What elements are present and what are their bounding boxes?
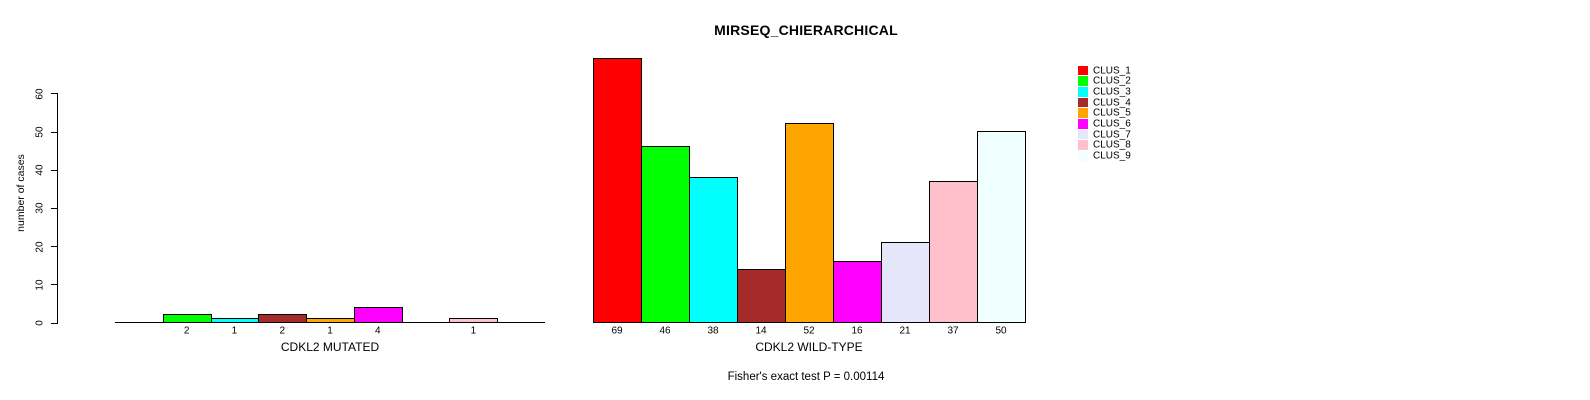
bar-CLUS_5-wildtype — [785, 123, 834, 323]
bar-CLUS_5-mutated — [306, 318, 355, 323]
legend-swatch — [1078, 129, 1088, 140]
bar-CLUS_3-wildtype — [689, 176, 738, 323]
bar-value-label: 46 — [659, 325, 671, 337]
bar-value-label: 4 — [375, 325, 381, 337]
y-axis-tick-label: 50 — [34, 126, 46, 138]
y-axis-tick-label: 40 — [34, 164, 46, 176]
annotation-text: Fisher's exact test P = 0.00114 — [727, 371, 885, 383]
y-axis-tick — [50, 322, 58, 324]
bar-CLUS_2-wildtype — [641, 146, 690, 323]
bar-CLUS_4-mutated — [258, 314, 308, 323]
y-axis-tick-label: 10 — [34, 279, 46, 291]
legend-label: CLUS_8 — [1093, 139, 1131, 151]
y-axis-label: number of cases — [15, 154, 27, 232]
legend-label: CLUS_4 — [1093, 97, 1131, 108]
legend-swatch — [1078, 119, 1088, 129]
y-axis-tick — [50, 207, 58, 209]
bar-value-label: 1 — [470, 325, 477, 337]
legend-swatch — [1078, 151, 1088, 161]
legend-label: CLUS_1 — [1093, 65, 1131, 76]
bar-CLUS_1-wildtype — [593, 58, 642, 323]
bar-CLUS_8-wildtype — [929, 180, 978, 323]
legend-label: CLUS_2 — [1093, 75, 1131, 87]
bar-CLUS_8-mutated — [449, 318, 499, 323]
bar-value-label: 37 — [947, 325, 959, 337]
bar-CLUS_4-wildtype — [737, 268, 786, 323]
bar-value-label: 2 — [279, 325, 285, 337]
legend-label: CLUS_6 — [1093, 118, 1131, 130]
y-axis-tick — [50, 284, 58, 286]
bar-value-label: 16 — [851, 325, 863, 337]
bar-value-label: 69 — [611, 325, 623, 337]
bar-value-label: 52 — [803, 325, 815, 337]
x-axis-label-wildtype: CDKL2 WILD-TYPE — [755, 340, 863, 354]
x-axis-label-mutated: CDKL2 MUTATED — [280, 340, 380, 354]
legend-swatch — [1078, 65, 1088, 76]
y-axis-tick-label: 0 — [34, 320, 46, 326]
y-axis-line — [57, 93, 58, 324]
bar-value-label: 1 — [231, 325, 238, 337]
y-axis-tick — [50, 131, 58, 133]
bar-value-label: 1 — [327, 325, 333, 337]
bar-value-label: 14 — [755, 325, 767, 337]
y-axis-tick — [50, 169, 58, 171]
y-axis-tick — [50, 93, 58, 95]
legend-swatch — [1078, 87, 1088, 97]
bar-value-label: 2 — [183, 325, 190, 337]
bar-CLUS_6-wildtype — [833, 260, 882, 323]
bar-CLUS_2-mutated — [162, 314, 212, 323]
y-axis-tick-label: 60 — [34, 88, 46, 100]
chart-title: MIRSEQ_CHIERARCHICAL — [714, 22, 898, 38]
bar-value-label: 38 — [707, 325, 719, 337]
legend-label: CLUS_7 — [1093, 129, 1131, 141]
y-axis-tick-label: 20 — [34, 241, 46, 253]
legend-swatch — [1078, 97, 1088, 108]
legend-label: CLUS_9 — [1093, 150, 1131, 162]
legend-swatch — [1078, 76, 1088, 86]
legend-label: CLUS_3 — [1093, 86, 1131, 98]
legend-swatch — [1078, 108, 1088, 118]
legend-label: CLUS_5 — [1093, 107, 1131, 119]
legend-swatch — [1078, 140, 1088, 150]
bar-CLUS_9-wildtype — [977, 131, 1026, 323]
bar-value-label: 50 — [995, 325, 1007, 337]
y-axis-tick-label: 30 — [34, 202, 46, 214]
bar-CLUS_6-mutated — [353, 306, 403, 323]
bar-CLUS_7-wildtype — [881, 241, 930, 323]
y-axis-tick — [50, 246, 58, 248]
bar-value-label: 21 — [899, 325, 911, 337]
bar-CLUS_3-mutated — [210, 318, 260, 323]
